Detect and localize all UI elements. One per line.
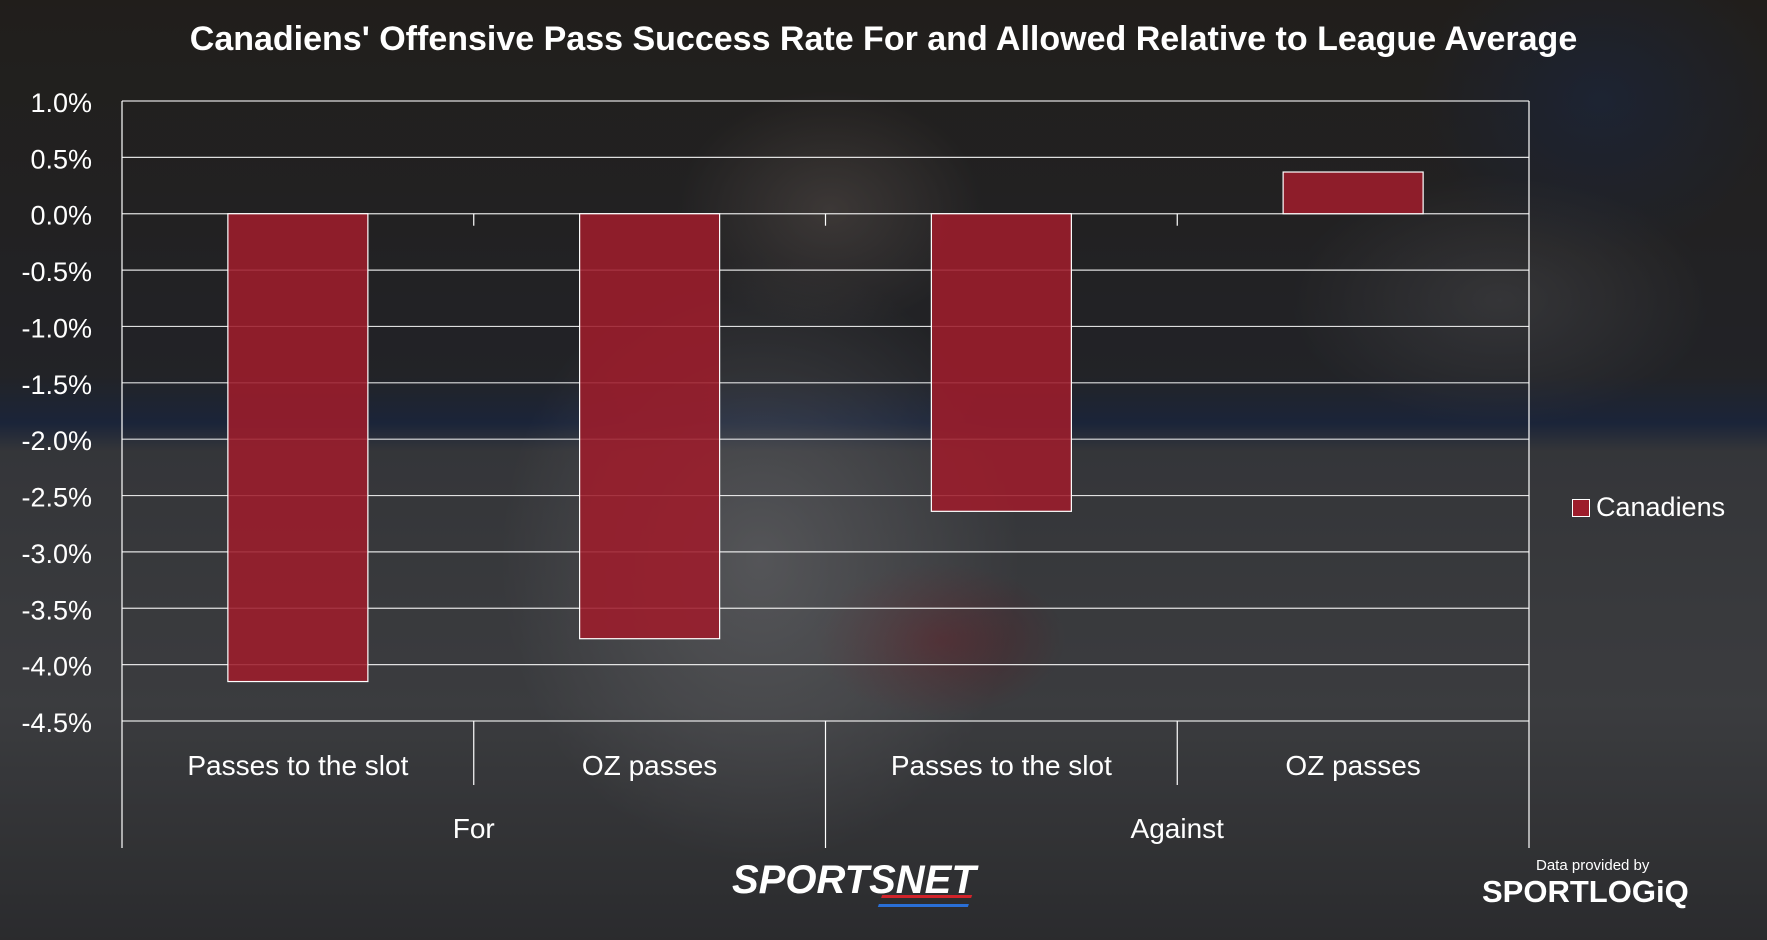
bar (579, 213, 721, 640)
x-group-label: Against (1131, 813, 1225, 844)
y-tick-label: -2.5% (21, 483, 92, 513)
x-category-label: Passes to the slot (187, 750, 408, 781)
y-tick-label: -3.5% (21, 595, 92, 625)
y-tick-label: -4.5% (21, 708, 92, 738)
bar (930, 213, 1072, 512)
sportsnet-logo-swoosh (877, 895, 973, 907)
bar (1282, 171, 1424, 215)
x-category-label: OZ passes (582, 750, 717, 781)
y-tick-label: -3.0% (21, 539, 92, 569)
y-tick-label: -0.5% (21, 257, 92, 287)
x-category-label: OZ passes (1285, 750, 1420, 781)
x-axis-category-labels: Passes to the slot OZ passes Passes to the… (187, 750, 1420, 844)
x-category-label: Passes to the slot (891, 750, 1112, 781)
legend: Canadiens (1572, 492, 1725, 523)
sportlogiq-logo: SPORTLOGiQ (1482, 874, 1689, 909)
y-tick-label: 0.0% (30, 201, 92, 231)
bar (227, 213, 369, 683)
legend-swatch (1572, 498, 1590, 517)
y-tick-label: -4.0% (21, 652, 92, 682)
y-tick-label: -2.0% (21, 426, 92, 456)
y-axis-tick-labels: 1.0% 0.5% 0.0% -0.5% -1.0% -1.5% -2.0% -2.5% -3.… (21, 88, 92, 738)
x-group-label: For (453, 813, 495, 844)
y-tick-label: 0.5% (30, 144, 92, 174)
data-credit-text: Data provided by (1536, 857, 1650, 874)
legend-label: Canadiens (1596, 492, 1726, 522)
sportsnet-logo: SPORTSNET (732, 858, 976, 902)
y-tick-label: 1.0% (30, 88, 92, 118)
bars (227, 171, 1424, 683)
y-tick-label: -1.5% (21, 370, 92, 400)
y-tick-label: -1.0% (21, 313, 92, 343)
chart-title: Canadiens' Offensive Pass Success Rate F… (189, 20, 1578, 58)
